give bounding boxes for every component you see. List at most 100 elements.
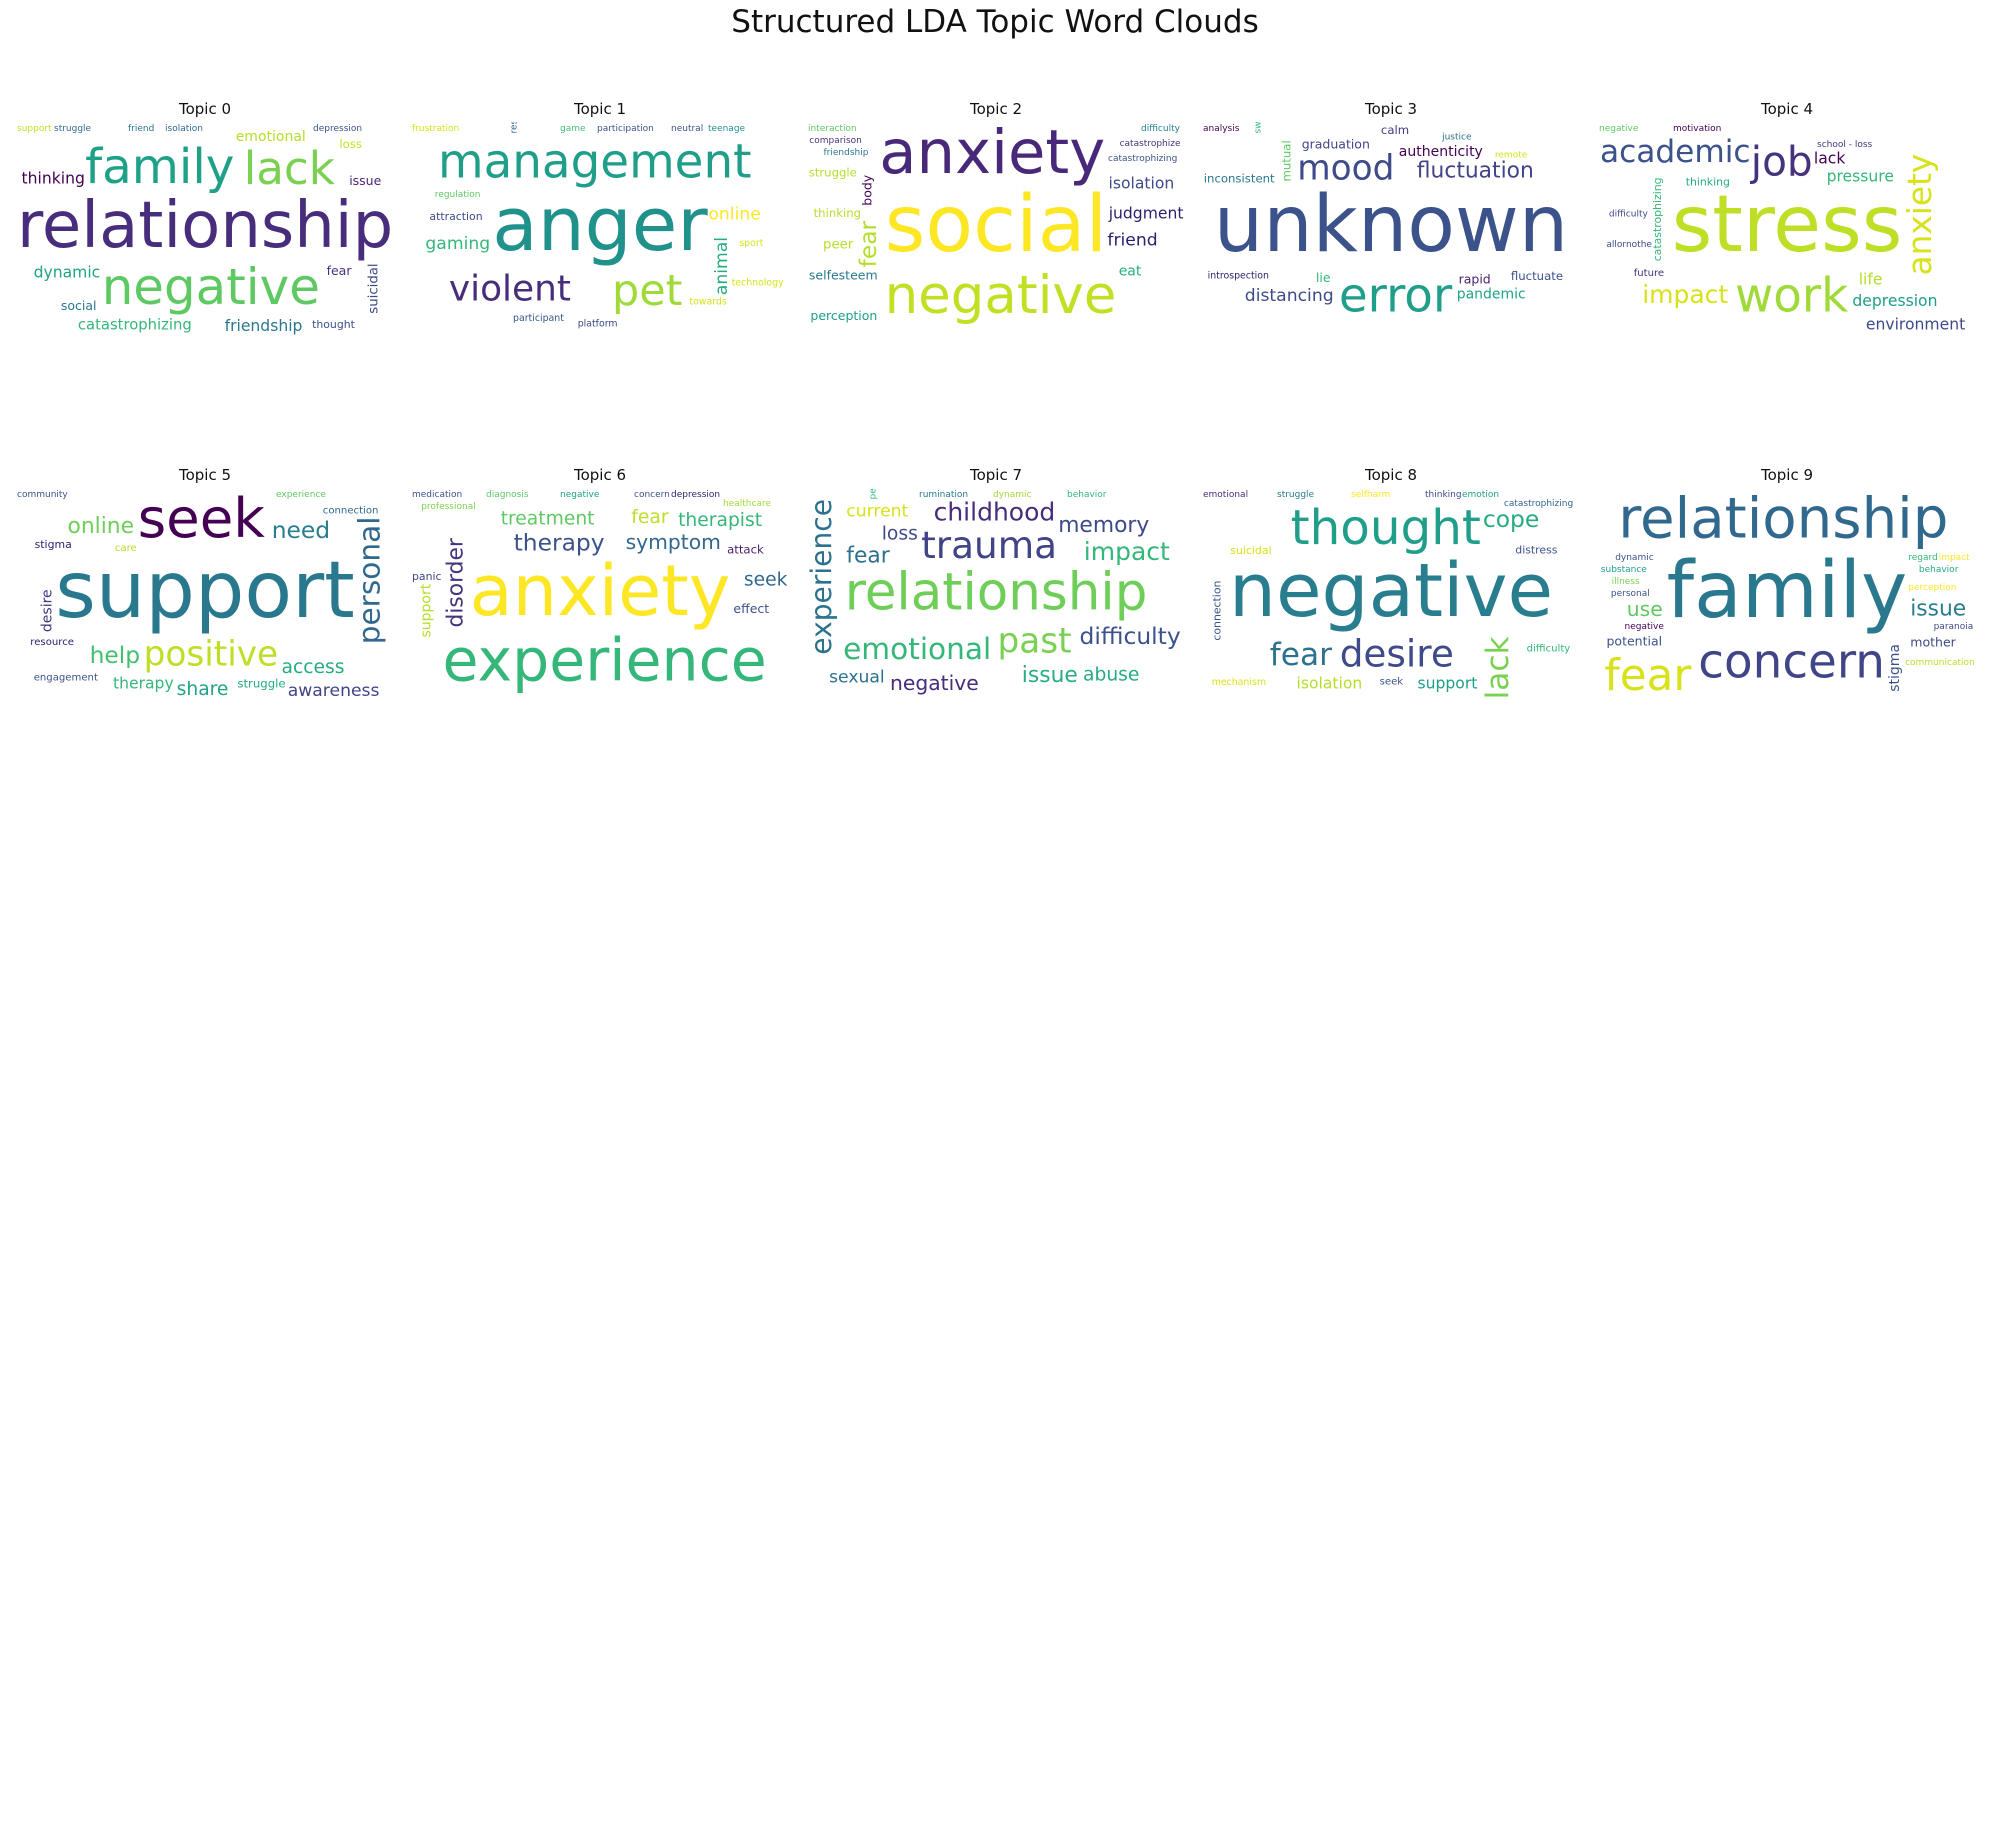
cloud-word: behavior	[1067, 490, 1107, 500]
cloud-word: connection	[1211, 581, 1224, 641]
cloud-word: personal	[1611, 589, 1650, 599]
cloud-word: rumination	[919, 490, 968, 500]
cloud-word: trauma	[921, 523, 1057, 567]
cloud-word: pressure	[1827, 168, 1894, 186]
cloud-word: inconsistent	[1204, 171, 1275, 185]
word-cloud: desire positive seek help care resource needsu…	[17, 488, 386, 701]
cloud-word: positive	[144, 635, 279, 675]
cloud-word: therapist	[678, 510, 762, 531]
topic-title: Topic 4	[1760, 100, 1814, 118]
cloud-word: fear	[327, 263, 353, 278]
cloud-word: distress	[1515, 543, 1557, 556]
cloud-word: unknown	[1214, 180, 1568, 270]
cloud-word: isolation	[165, 124, 203, 134]
cloud-word: environment	[1866, 315, 1965, 333]
cloud-word: sport	[739, 238, 763, 249]
cloud-word: struggle	[54, 124, 92, 134]
cloud-word: graduation	[1302, 136, 1370, 151]
cloud-word: behavior	[1919, 565, 1959, 575]
cloud-word: friendship	[225, 317, 303, 335]
cloud-word: childhood	[934, 498, 1056, 527]
word-cloud: relationship emotional current rumination fe…	[806, 488, 1181, 695]
cloud-word: platform	[578, 319, 618, 330]
cloud-word: thinking	[1686, 175, 1730, 188]
cloud-word: friend	[1107, 231, 1157, 251]
cloud-word: thinking	[814, 206, 862, 220]
cloud-word: pandemic	[1457, 286, 1526, 302]
cloud-word: lack	[1480, 636, 1516, 699]
cloud-word: attack	[727, 543, 764, 557]
cloud-word: impact	[1642, 280, 1728, 309]
cloud-word: thinking	[22, 170, 85, 188]
cloud-word: panic	[412, 570, 442, 583]
cloud-word: family	[1667, 546, 1908, 636]
cloud-word: current	[846, 501, 908, 521]
cloud-word: academic	[1600, 134, 1751, 170]
topic-panel: Topic 5 desire positive seek help care resourc…	[15, 466, 395, 703]
cloud-word: connection	[323, 506, 379, 517]
cloud-word: friendship	[824, 148, 869, 158]
cloud-word: desire	[1340, 632, 1454, 676]
cloud-word: game	[560, 124, 586, 134]
cloud-word: error	[1339, 270, 1453, 324]
cloud-word: diagnosis	[486, 490, 529, 500]
cloud-word: impact	[1939, 553, 1970, 563]
cloud-word: thinking	[1425, 490, 1462, 500]
cloud-word: negative	[560, 490, 600, 500]
cloud-word: comparison	[809, 136, 862, 146]
topic-title: Topic 2	[969, 100, 1023, 118]
cloud-word: remote	[1495, 150, 1528, 160]
cloud-word: isolation	[1109, 175, 1175, 193]
cloud-word: loss	[882, 523, 918, 544]
cloud-word: difficulty	[1609, 210, 1649, 220]
cloud-word: experience	[443, 627, 767, 695]
cloud-word: interaction	[808, 124, 857, 134]
cloud-word: potential	[1607, 633, 1663, 648]
cloud-word: emotional	[843, 632, 991, 666]
cloud-word: emotion	[1462, 490, 1499, 500]
cloud-word: attraction	[429, 210, 482, 223]
cloud-word: need	[272, 516, 330, 544]
cloud-word: catastrophizing	[78, 317, 192, 334]
cloud-word: research	[509, 122, 519, 134]
cloud-word: future	[1634, 268, 1664, 279]
cloud-word: dynamic	[993, 490, 1032, 500]
cloud-word: authenticity	[1399, 144, 1483, 160]
cloud-word: mechanism	[1212, 677, 1266, 688]
cloud-word: support	[1418, 675, 1478, 693]
cloud-word: communication	[1905, 658, 1975, 668]
cloud-word: thought	[312, 318, 356, 331]
cloud-word: family	[85, 139, 234, 195]
cloud-word: negative	[1625, 622, 1665, 632]
word-cloud: online sport participation towards managemen…	[412, 122, 785, 330]
cloud-word: seek	[744, 570, 788, 591]
cloud-word: awareness	[288, 681, 380, 701]
cloud-word: body	[860, 174, 875, 206]
topic-panel: Topic 6 concern healthcare experience profes…	[410, 466, 790, 703]
cloud-word: access	[282, 657, 345, 678]
cloud-word: judgment	[1108, 205, 1184, 223]
cloud-word: substance	[1601, 565, 1647, 575]
cloud-word: issue	[1022, 663, 1078, 688]
cloud-word: negative	[885, 265, 1117, 326]
cloud-word: struggle	[1277, 490, 1315, 500]
cloud-word: isolation	[1297, 675, 1363, 693]
figure-title: Structured LDA Topic Word Clouds	[731, 4, 1259, 40]
cloud-word: fluctuation	[1417, 158, 1534, 183]
cloud-word: suicidal	[1230, 544, 1271, 557]
topic-title: Topic 5	[178, 466, 232, 484]
cloud-word: mutual	[1279, 140, 1293, 181]
cloud-word: negative	[890, 671, 979, 695]
cloud-word: experience	[276, 490, 326, 500]
cloud-word: justice	[1441, 133, 1472, 143]
cloud-word: depression	[1852, 292, 1937, 310]
cloud-word: difficulty	[1141, 124, 1181, 134]
cloud-word: effect	[733, 601, 769, 616]
cloud-word: concern	[634, 490, 670, 500]
cloud-word: technology	[732, 277, 785, 288]
cloud-word: seek	[138, 488, 266, 550]
cloud-word: eat	[1119, 263, 1142, 279]
cloud-word: rapid	[1459, 272, 1491, 287]
cloud-word: fear	[1270, 637, 1332, 673]
topic-title: Topic 0	[178, 100, 232, 118]
